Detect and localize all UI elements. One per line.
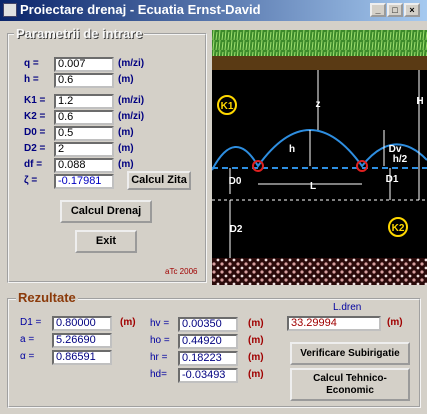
window-control[interactable]: × — [404, 3, 420, 17]
input-field[interactable]: 0.007 — [54, 57, 114, 72]
result-label: D1 = — [20, 317, 41, 328]
unit-label: (m) — [118, 143, 134, 154]
unit-label: (m/zi) — [118, 95, 144, 106]
field-label: D2 = — [24, 143, 45, 154]
window-control[interactable]: _ — [370, 3, 386, 17]
result-label: hv = — [150, 318, 169, 329]
input-field[interactable]: 0.5 — [54, 126, 114, 141]
unit-label: (m) — [248, 335, 264, 346]
results-title: Rezultate — [16, 290, 78, 305]
unit-label: (m) — [118, 127, 134, 138]
input-field[interactable]: 0.6 — [54, 110, 114, 125]
calcul-zita-button[interactable]: Calcul Zita — [127, 171, 191, 190]
unit-label: (m) — [387, 317, 403, 328]
diagram-label: D2 — [230, 224, 243, 235]
result-field: 0.00350 — [178, 317, 238, 332]
diagram-label: h — [289, 144, 295, 155]
unit-label: (m) — [118, 74, 134, 85]
diagram-label: h/2 — [393, 154, 408, 165]
ldren-field: 33.29994 — [287, 316, 381, 331]
window-control[interactable]: □ — [387, 3, 403, 17]
result-label: ho = — [150, 335, 170, 346]
result-field: -0.03493 — [178, 368, 238, 383]
window-title: Proiectare drenaj - Ecuatia Ernst-David — [20, 2, 261, 17]
diagram-label: K1 — [221, 101, 234, 112]
field-label: ζ = — [24, 175, 37, 186]
diagram-label: H — [416, 96, 423, 107]
unit-label: (m) — [120, 317, 136, 328]
unit-label: (m/zi) — [118, 58, 144, 69]
result-field: 0.44920 — [178, 334, 238, 349]
input-field[interactable]: 0.6 — [54, 73, 114, 88]
field-label: K2 = — [24, 111, 45, 122]
diagram-label: D1 — [386, 174, 399, 185]
app-window: Proiectare drenaj - Ecuatia Ernst-David … — [0, 0, 427, 414]
tehnico-economic-button[interactable]: Calcul Tehnico-Economic — [290, 368, 410, 401]
unit-label: (m) — [118, 159, 134, 170]
input-field[interactable]: 0.088 — [54, 158, 114, 173]
result-label: α = — [20, 351, 34, 362]
exit-button[interactable]: Exit — [75, 230, 137, 253]
result-label: hd= — [150, 369, 167, 380]
result-field: 0.86591 — [52, 350, 112, 365]
result-field: 0.18223 — [178, 351, 238, 366]
unit-label: (m) — [248, 369, 264, 380]
field-label: q = — [24, 58, 39, 69]
group-title: Parametrii de intrare — [14, 26, 144, 41]
diagram-label: z — [316, 99, 321, 110]
input-field[interactable]: -0.17981 — [54, 174, 114, 189]
input-field[interactable]: 2 — [54, 142, 114, 157]
diagram-label: D0 — [229, 176, 242, 187]
result-field: 0.80000 — [52, 316, 112, 331]
app-icon — [3, 3, 17, 17]
result-field: 5.26690 — [52, 333, 112, 348]
calcul-drenaj-button[interactable]: Calcul Drenaj — [60, 200, 152, 223]
verificare-button[interactable]: Verificare Subirigatie — [290, 342, 410, 365]
field-label: df = — [24, 159, 42, 170]
input-field[interactable]: 1.2 — [54, 94, 114, 109]
field-label: K1 = — [24, 95, 45, 106]
field-label: h = — [24, 74, 39, 85]
field-label: D0 = — [24, 127, 45, 138]
result-label: a = — [20, 334, 34, 345]
result-label: hr = — [150, 352, 168, 363]
title-bar: Proiectare drenaj - Ecuatia Ernst-David … — [0, 0, 427, 21]
diagram-label: L — [310, 181, 316, 192]
credit: aTc 2006 — [165, 267, 197, 276]
unit-label: (m) — [248, 352, 264, 363]
unit-label: (m) — [248, 318, 264, 329]
ldren-label: L.dren — [333, 302, 361, 313]
unit-label: (m/zi) — [118, 111, 144, 122]
diagram-label: K2 — [392, 223, 405, 234]
